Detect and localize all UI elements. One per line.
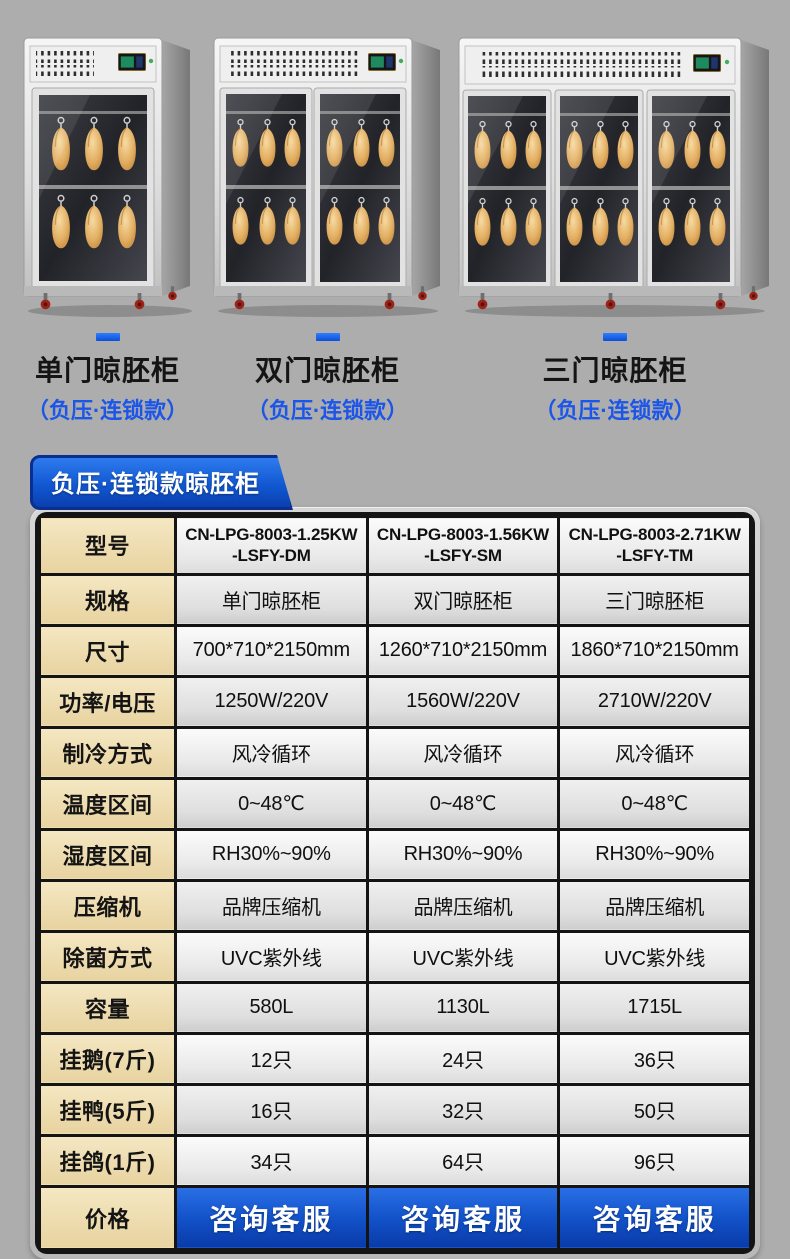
- spec-row-model: 型号 CN-LPG-8003-1.25KW -LSFY-DM CN-LPG-80…: [38, 515, 752, 576]
- spec-value: CN-LPG-8003-2.71KW -LSFY-TM: [557, 515, 752, 576]
- spec-value: 580L: [174, 980, 369, 1035]
- spec-value: 1130L: [365, 980, 561, 1035]
- spec-value: 风冷循环: [557, 725, 752, 780]
- product-title: 三门晾胚柜: [542, 355, 688, 386]
- spec-value: 34只: [174, 1133, 369, 1188]
- spec-value: 700*710*2150mm: [174, 623, 369, 678]
- spec-table: 型号 CN-LPG-8003-1.25KW -LSFY-DM CN-LPG-80…: [38, 515, 752, 1251]
- spec-value: 1260*710*2150mm: [365, 623, 561, 678]
- spec-row-size: 尺寸 700*710*2150mm 1260*710*2150mm 1860*7…: [38, 623, 752, 678]
- double-door-cabinet-image: [213, 37, 440, 317]
- product-column-single: [0, 34, 215, 319]
- spec-value: UVC紫外线: [174, 929, 369, 984]
- spec-row-sterilization: 除菌方式 UVC紫外线 UVC紫外线 UVC紫外线: [38, 929, 752, 984]
- row-label: 尺寸: [38, 623, 177, 678]
- row-label: 挂鹅(7斤): [38, 1031, 177, 1086]
- spec-table-frame: 型号 CN-LPG-8003-1.25KW -LSFY-DM CN-LPG-80…: [30, 507, 760, 1259]
- spec-value: 0~48℃: [365, 776, 561, 831]
- row-label: 容量: [38, 980, 177, 1035]
- spec-row-pigeon: 挂鸽(1斤) 34只 64只 96只: [38, 1133, 752, 1188]
- spec-value: 1250W/220V: [174, 674, 369, 729]
- spec-value: CN-LPG-8003-1.56KW -LSFY-SM: [365, 515, 561, 576]
- products-row: [0, 0, 790, 319]
- accent-dash-icon: [603, 333, 627, 341]
- spec-value: 1560W/220V: [365, 674, 561, 729]
- spec-value: 风冷循环: [365, 725, 561, 780]
- spec-value: UVC紫外线: [557, 929, 752, 984]
- row-label: 挂鸭(5斤): [38, 1082, 177, 1137]
- spec-value: 风冷循环: [174, 725, 369, 780]
- spec-value: 三门晾胚柜: [557, 572, 752, 627]
- spec-value: 64只: [365, 1133, 561, 1188]
- accent-dash-icon: [95, 333, 120, 341]
- spec-row-power: 功率/电压 1250W/220V 1560W/220V 2710W/220V: [38, 674, 752, 729]
- spec-value: UVC紫外线: [365, 929, 561, 984]
- product-label-double: 双门晾胚柜 （负压·连锁款）: [215, 333, 440, 425]
- spec-row-cooling: 制冷方式 风冷循环 风冷循环 风冷循环: [38, 725, 752, 780]
- consult-service-button[interactable]: 咨询客服: [365, 1184, 561, 1251]
- spec-banner: 负压·连锁款晾胚柜: [30, 455, 293, 510]
- spec-section: 负压·连锁款晾胚柜 型号 CN-LPG-8003-1.25KW -LSFY-DM…: [30, 455, 760, 1259]
- spec-value: 0~48℃: [174, 776, 369, 831]
- row-label: 型号: [38, 515, 177, 576]
- spec-value: 品牌压缩机: [365, 878, 561, 933]
- row-label: 温度区间: [38, 776, 177, 831]
- row-label: 压缩机: [38, 878, 177, 933]
- spec-value: 品牌压缩机: [557, 878, 752, 933]
- labels-row: 单门晾胚柜 （负压·连锁款） 双门晾胚柜 （负压·连锁款） 三门晾胚柜 （负压·…: [0, 333, 790, 425]
- product-title: 单门晾胚柜: [34, 355, 180, 386]
- spec-value: RH30%~90%: [557, 827, 752, 882]
- row-label: 湿度区间: [38, 827, 177, 882]
- spec-value: 24只: [365, 1031, 561, 1086]
- spec-value: 单门晾胚柜: [174, 572, 369, 627]
- spec-row-humidity: 湿度区间 RH30%~90% RH30%~90% RH30%~90%: [38, 827, 752, 882]
- spec-value: 50只: [557, 1082, 752, 1137]
- spec-value: 12只: [174, 1031, 369, 1086]
- spec-value: 96只: [557, 1133, 752, 1188]
- spec-value: 双门晾胚柜: [365, 572, 561, 627]
- triple-door-cabinet-image: [458, 37, 769, 317]
- spec-row-duck: 挂鸭(5斤) 16只 32只 50只: [38, 1082, 752, 1137]
- row-label: 价格: [38, 1184, 177, 1251]
- spec-value: RH30%~90%: [174, 827, 369, 882]
- spec-row-capacity: 容量 580L 1130L 1715L: [38, 980, 752, 1035]
- single-door-cabinet-image: [23, 37, 192, 317]
- spec-value: CN-LPG-8003-1.25KW -LSFY-DM: [174, 515, 369, 576]
- spec-value: 1715L: [557, 980, 752, 1035]
- row-label: 除菌方式: [38, 929, 177, 984]
- spec-value: 36只: [557, 1031, 752, 1086]
- spec-value: 2710W/220V: [557, 674, 752, 729]
- product-column-double: [213, 34, 440, 319]
- spec-value: 32只: [365, 1082, 561, 1137]
- spec-value: 1860*710*2150mm: [557, 623, 752, 678]
- spec-value: 品牌压缩机: [174, 878, 369, 933]
- product-subtitle: （负压·连锁款）: [534, 398, 696, 423]
- spec-row-goose: 挂鹅(7斤) 12只 24只 36只: [38, 1031, 752, 1086]
- spec-value: 16只: [174, 1082, 369, 1137]
- row-label: 功率/电压: [38, 674, 177, 729]
- row-label: 制冷方式: [38, 725, 177, 780]
- row-label: 挂鸽(1斤): [38, 1133, 177, 1188]
- consult-service-button[interactable]: 咨询客服: [174, 1184, 369, 1251]
- product-subtitle: （负压·连锁款）: [246, 398, 409, 423]
- spec-value: 0~48℃: [557, 776, 752, 831]
- product-label-triple: 三门晾胚柜 （负压·连锁款）: [440, 333, 790, 425]
- consult-service-button[interactable]: 咨询客服: [557, 1184, 752, 1251]
- spec-row-type: 规格 单门晾胚柜 双门晾胚柜 三门晾胚柜: [38, 572, 752, 627]
- product-subtitle: （负压·连锁款）: [26, 398, 189, 423]
- product-label-single: 单门晾胚柜 （负压·连锁款）: [0, 333, 215, 425]
- spec-row-compressor: 压缩机 品牌压缩机 品牌压缩机 品牌压缩机: [38, 878, 752, 933]
- row-label: 规格: [38, 572, 177, 627]
- spec-row-temperature: 温度区间 0~48℃ 0~48℃ 0~48℃: [38, 776, 752, 831]
- accent-dash-icon: [315, 333, 340, 341]
- product-column-triple: [440, 34, 790, 319]
- product-title: 双门晾胚柜: [254, 355, 400, 386]
- spec-value: RH30%~90%: [365, 827, 561, 882]
- spec-row-price: 价格 咨询客服 咨询客服 咨询客服: [38, 1184, 752, 1251]
